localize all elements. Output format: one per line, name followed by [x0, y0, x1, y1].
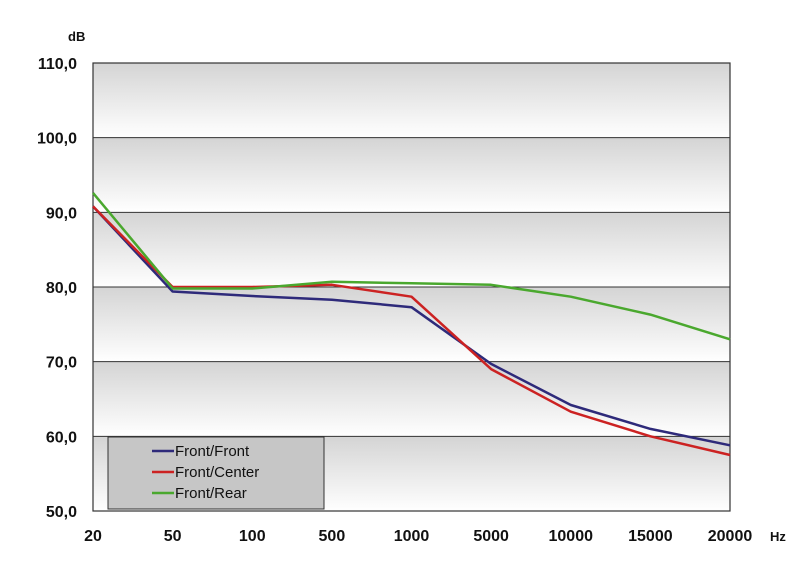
- legend-label: Front/Center: [175, 464, 259, 481]
- y-tick-labels: 50,0 60,0 70,0 80,0 90,0 100,0 110,0: [37, 56, 77, 521]
- legend-label: Front/Rear: [175, 485, 247, 502]
- x-tick-label: 10000: [549, 528, 594, 545]
- y-tick-label: 50,0: [46, 504, 77, 521]
- background-band: [93, 212, 730, 287]
- background-band: [93, 63, 730, 138]
- legend: Front/Front Front/Center Front/Rear: [107, 436, 325, 510]
- background-band: [93, 287, 730, 362]
- legend-box: [107, 436, 325, 510]
- x-tick-labels: 20 50 100 500 1000 5000 10000 15000 20000: [84, 528, 752, 545]
- y-tick-label: 60,0: [46, 429, 77, 446]
- x-tick-label: 5000: [473, 528, 509, 545]
- series-line-front-front: [92, 205, 731, 447]
- y-axis-unit: dB: [68, 29, 85, 44]
- x-tick-label: 1000: [394, 528, 430, 545]
- x-tick-label: 15000: [628, 528, 673, 545]
- x-axis-unit: Hz: [770, 529, 786, 544]
- x-tick-label: 500: [319, 528, 346, 545]
- x-tick-label: 50: [164, 528, 182, 545]
- y-tick-label: 80,0: [46, 280, 77, 297]
- y-tick-label: 70,0: [46, 355, 77, 372]
- x-tick-label: 20: [84, 528, 102, 545]
- background-band: [93, 137, 730, 213]
- x-tick-label: 100: [239, 528, 266, 545]
- series-line-front-center: [92, 205, 731, 457]
- y-tick-label: 110,0: [38, 56, 77, 73]
- y-tick-label: 100,0: [37, 131, 77, 148]
- background-band: [93, 361, 730, 437]
- legend-label: Front/Front: [175, 443, 250, 460]
- series-lines: [92, 192, 731, 457]
- plot-background: [93, 63, 730, 511]
- y-tick-label: 90,0: [46, 205, 77, 222]
- x-tick-label: 20000: [708, 528, 753, 545]
- plot-frame: [92, 62, 731, 512]
- series-line-front-rear: [92, 192, 731, 341]
